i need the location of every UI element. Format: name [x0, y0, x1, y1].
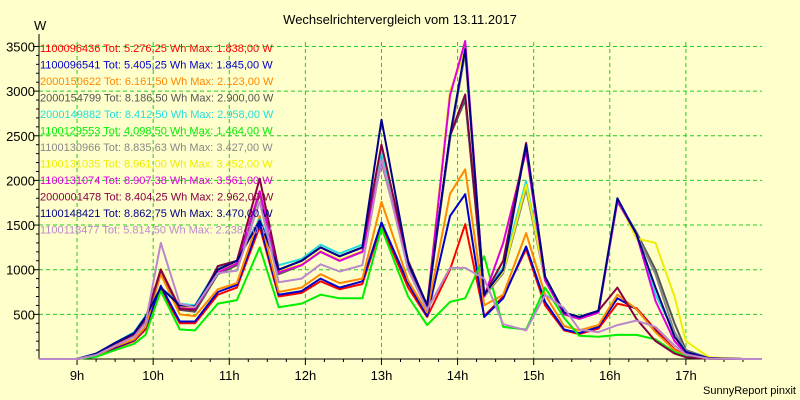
legend-entry: 2000150622 Tot: 6.161,50 Wh Max: 2.123,0…	[40, 76, 274, 88]
x-tick-label: 17h	[675, 368, 697, 383]
axes	[33, 34, 762, 365]
y-tick-label: 3000	[6, 84, 35, 99]
x-tick-label: 16h	[599, 368, 621, 383]
legend-entry: 1100096541 Tot: 5.405,25 Wh Max: 1.845,0…	[40, 60, 273, 72]
legend-entry: 1100096436 Tot: 5.276,25 Wh Max: 1.838,0…	[40, 43, 273, 55]
legend-entry: 1100129553 Tot: 4.098,50 Wh Max: 1.464,0…	[40, 126, 273, 138]
y-tick-label: 2000	[6, 173, 35, 188]
x-tick-label: 10h	[142, 368, 164, 383]
legend-entry: 2000001478 Tot: 8.404,25 Wh Max: 2.962,0…	[40, 192, 274, 204]
y-tick-label: 500	[13, 307, 35, 322]
chart-title: Wechselrichtervergleich vom 13.11.2017	[283, 12, 517, 27]
y-tick-label: 1500	[6, 218, 35, 233]
x-tick-label: 14h	[447, 368, 469, 383]
x-tick-label: 12h	[295, 368, 317, 383]
series-line-12	[39, 158, 762, 360]
y-tick-labels: 500 1000 1500 2000 2500 3000 3500	[6, 39, 35, 322]
legend-entry: 2000154799 Tot: 8.186,50 Wh Max: 2.900,0…	[40, 93, 274, 105]
legend: 1100096436 Tot: 5.276,25 Wh Max: 1.838,0…	[40, 43, 274, 237]
y-tick-label: 1000	[6, 263, 35, 278]
legend-entry: 1100131035 Tot: 8.961,00 Wh Max: 3.452,0…	[40, 159, 273, 171]
series-line-6	[39, 227, 762, 360]
y-tick-label: 3500	[6, 39, 35, 54]
x-tick-label: 15h	[523, 368, 545, 383]
y-axis-unit: W	[34, 18, 47, 33]
legend-entry: 1100130966 Tot: 8.835,63 Wh Max: 3.427,0…	[40, 142, 273, 154]
x-tick-labels: 9h 10h 11h 12h 13h 14h 15h 16h 17h	[70, 368, 697, 383]
x-tick-label: 11h	[219, 368, 240, 383]
x-tick-label: 13h	[371, 368, 393, 383]
legend-entry: 2000149882 Tot: 8.412,50 Wh Max: 2.958,0…	[40, 109, 274, 121]
series-line-3	[39, 168, 762, 360]
legend-entry: 1100118477 Tot: 5.814,50 Wh Max: 2.238,0…	[40, 225, 272, 237]
y-tick-label: 2500	[6, 129, 35, 144]
legend-entry: 1100148421 Tot: 8.862,75 Wh Max: 3.470,0…	[40, 208, 273, 220]
legend-entry: 1100131074 Tot: 8.907,38 Wh Max: 3.561,0…	[40, 175, 273, 187]
series-lines	[39, 40, 762, 360]
grid-lines	[39, 42, 762, 359]
x-tick-label: 9h	[70, 368, 84, 383]
footer-credit: SunnyReport pinxit	[703, 385, 796, 397]
